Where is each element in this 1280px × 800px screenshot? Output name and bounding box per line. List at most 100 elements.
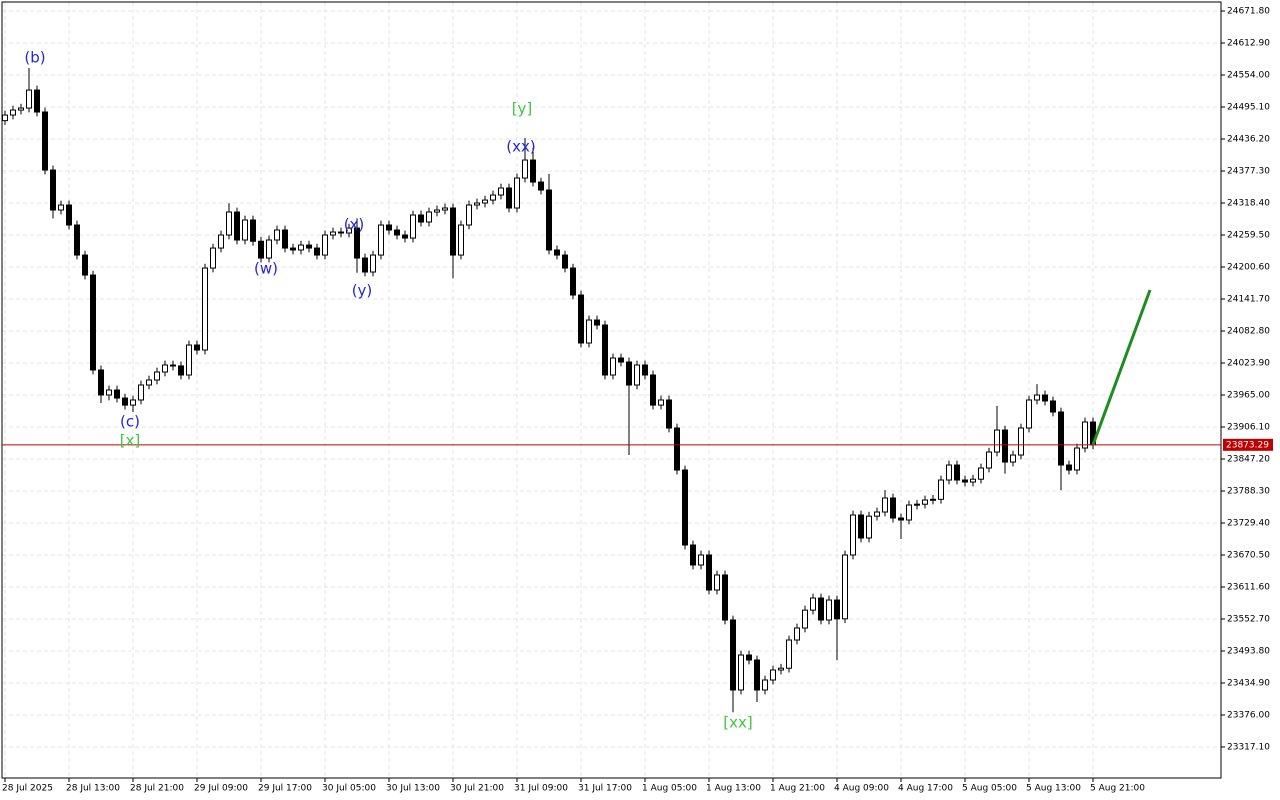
- candle-body: [194, 344, 200, 351]
- y-tick-label: 23434.90: [1227, 678, 1270, 688]
- candle-body: [802, 609, 808, 629]
- candle-body: [1002, 429, 1008, 463]
- candle-body: [98, 369, 104, 396]
- candle-body: [290, 247, 296, 251]
- candle-body: [338, 231, 344, 234]
- candle-body: [570, 267, 576, 296]
- candle-body: [274, 229, 280, 241]
- y-tick-label: 24671.80: [1227, 7, 1270, 17]
- candle-body: [474, 202, 480, 206]
- candle-body: [746, 654, 752, 661]
- candle-body: [154, 371, 160, 381]
- candle-body: [842, 554, 848, 620]
- candle-body: [90, 274, 96, 371]
- candle-body: [282, 229, 288, 249]
- candle-body: [178, 365, 184, 376]
- candle-body: [330, 231, 336, 236]
- y-tick-label: 24318.40: [1227, 199, 1270, 209]
- x-tick-label: 31 Jul 17:00: [578, 784, 632, 794]
- candle-body: [394, 229, 400, 236]
- candle-body: [1010, 454, 1016, 463]
- x-tick-label: 30 Jul 21:00: [450, 784, 504, 794]
- candle-body: [522, 159, 528, 179]
- candle-body: [10, 109, 16, 116]
- y-tick-label: 23788.30: [1227, 486, 1270, 496]
- candle-body: [298, 244, 304, 251]
- candle-body: [466, 204, 472, 226]
- candle-body: [210, 247, 216, 269]
- candle-body: [250, 219, 256, 242]
- candle-body: [458, 224, 464, 256]
- candle-body: [554, 249, 560, 256]
- candle-body: [50, 169, 56, 211]
- candle-body: [778, 667, 784, 671]
- x-tick-label: 5 Aug 21:00: [1090, 784, 1145, 794]
- candle-body: [754, 659, 760, 691]
- candle-body: [770, 669, 776, 681]
- candle-body: [82, 254, 88, 276]
- candle-body: [986, 451, 992, 469]
- x-tick-label: 5 Aug 13:00: [1026, 784, 1081, 794]
- candle-body: [578, 294, 584, 344]
- y-tick-label: 23493.80: [1227, 646, 1270, 656]
- candle-body: [2, 114, 8, 122]
- candle-body: [650, 374, 656, 406]
- candle-body: [602, 324, 608, 376]
- candles: [2, 67, 1096, 713]
- candle-body: [450, 207, 456, 256]
- candle-body: [914, 503, 920, 506]
- x-tick-label: 30 Jul 13:00: [386, 784, 440, 794]
- x-tick-label: 30 Jul 05:00: [322, 784, 376, 794]
- candle-body: [794, 627, 800, 641]
- y-tick-label: 24023.90: [1227, 358, 1270, 368]
- candle-body: [938, 479, 944, 500]
- candle-body: [58, 204, 64, 211]
- candle-body: [418, 214, 424, 223]
- candle-body: [402, 234, 408, 239]
- candle-body: [26, 89, 32, 109]
- candle-body: [442, 207, 448, 211]
- candle-body: [546, 189, 552, 251]
- candle-body: [146, 379, 152, 386]
- candle-body: [1026, 399, 1032, 429]
- y-tick-label: 24612.90: [1227, 39, 1270, 49]
- x-tick-label: 1 Aug 05:00: [642, 784, 697, 794]
- candle-body: [170, 364, 176, 367]
- candle-body: [1050, 400, 1056, 413]
- wave-label: (x): [344, 216, 365, 234]
- candle-body: [378, 224, 384, 256]
- y-tick-label: 23729.40: [1227, 518, 1270, 528]
- candle-body: [738, 654, 744, 691]
- candle-body: [1034, 394, 1040, 401]
- candle-body: [722, 574, 728, 621]
- candle-body: [786, 639, 792, 669]
- candle-body: [122, 397, 128, 406]
- y-tick-label: 23965.00: [1227, 390, 1270, 400]
- y-tick-label: 23670.50: [1227, 550, 1270, 560]
- candle-body: [426, 211, 432, 223]
- candle-body: [594, 319, 600, 326]
- candle-body: [658, 399, 664, 406]
- candle-body: [850, 514, 856, 556]
- y-tick-label: 24200.60: [1227, 263, 1270, 273]
- candle-body: [506, 187, 512, 209]
- candle-body: [666, 399, 672, 429]
- x-tick-label: 1 Aug 13:00: [706, 784, 761, 794]
- candle-body: [898, 517, 904, 521]
- y-tick-label: 23611.60: [1227, 582, 1270, 592]
- wave-label: [x]: [120, 432, 141, 450]
- projection-line: [1091, 289, 1152, 446]
- wave-label: (b): [24, 49, 45, 67]
- candle-body: [370, 254, 376, 273]
- x-tick-label: 5 Aug 05:00: [962, 784, 1017, 794]
- candle-body: [834, 599, 840, 620]
- candle-body: [618, 357, 624, 363]
- candle-body: [490, 194, 496, 201]
- candle-body: [858, 514, 864, 539]
- y-tick-label: 23847.20: [1227, 454, 1270, 464]
- y-tick-label: 24259.50: [1227, 231, 1270, 241]
- candle-body: [890, 497, 896, 519]
- candle-body: [946, 464, 952, 481]
- y-tick-label: 24141.70: [1227, 295, 1270, 305]
